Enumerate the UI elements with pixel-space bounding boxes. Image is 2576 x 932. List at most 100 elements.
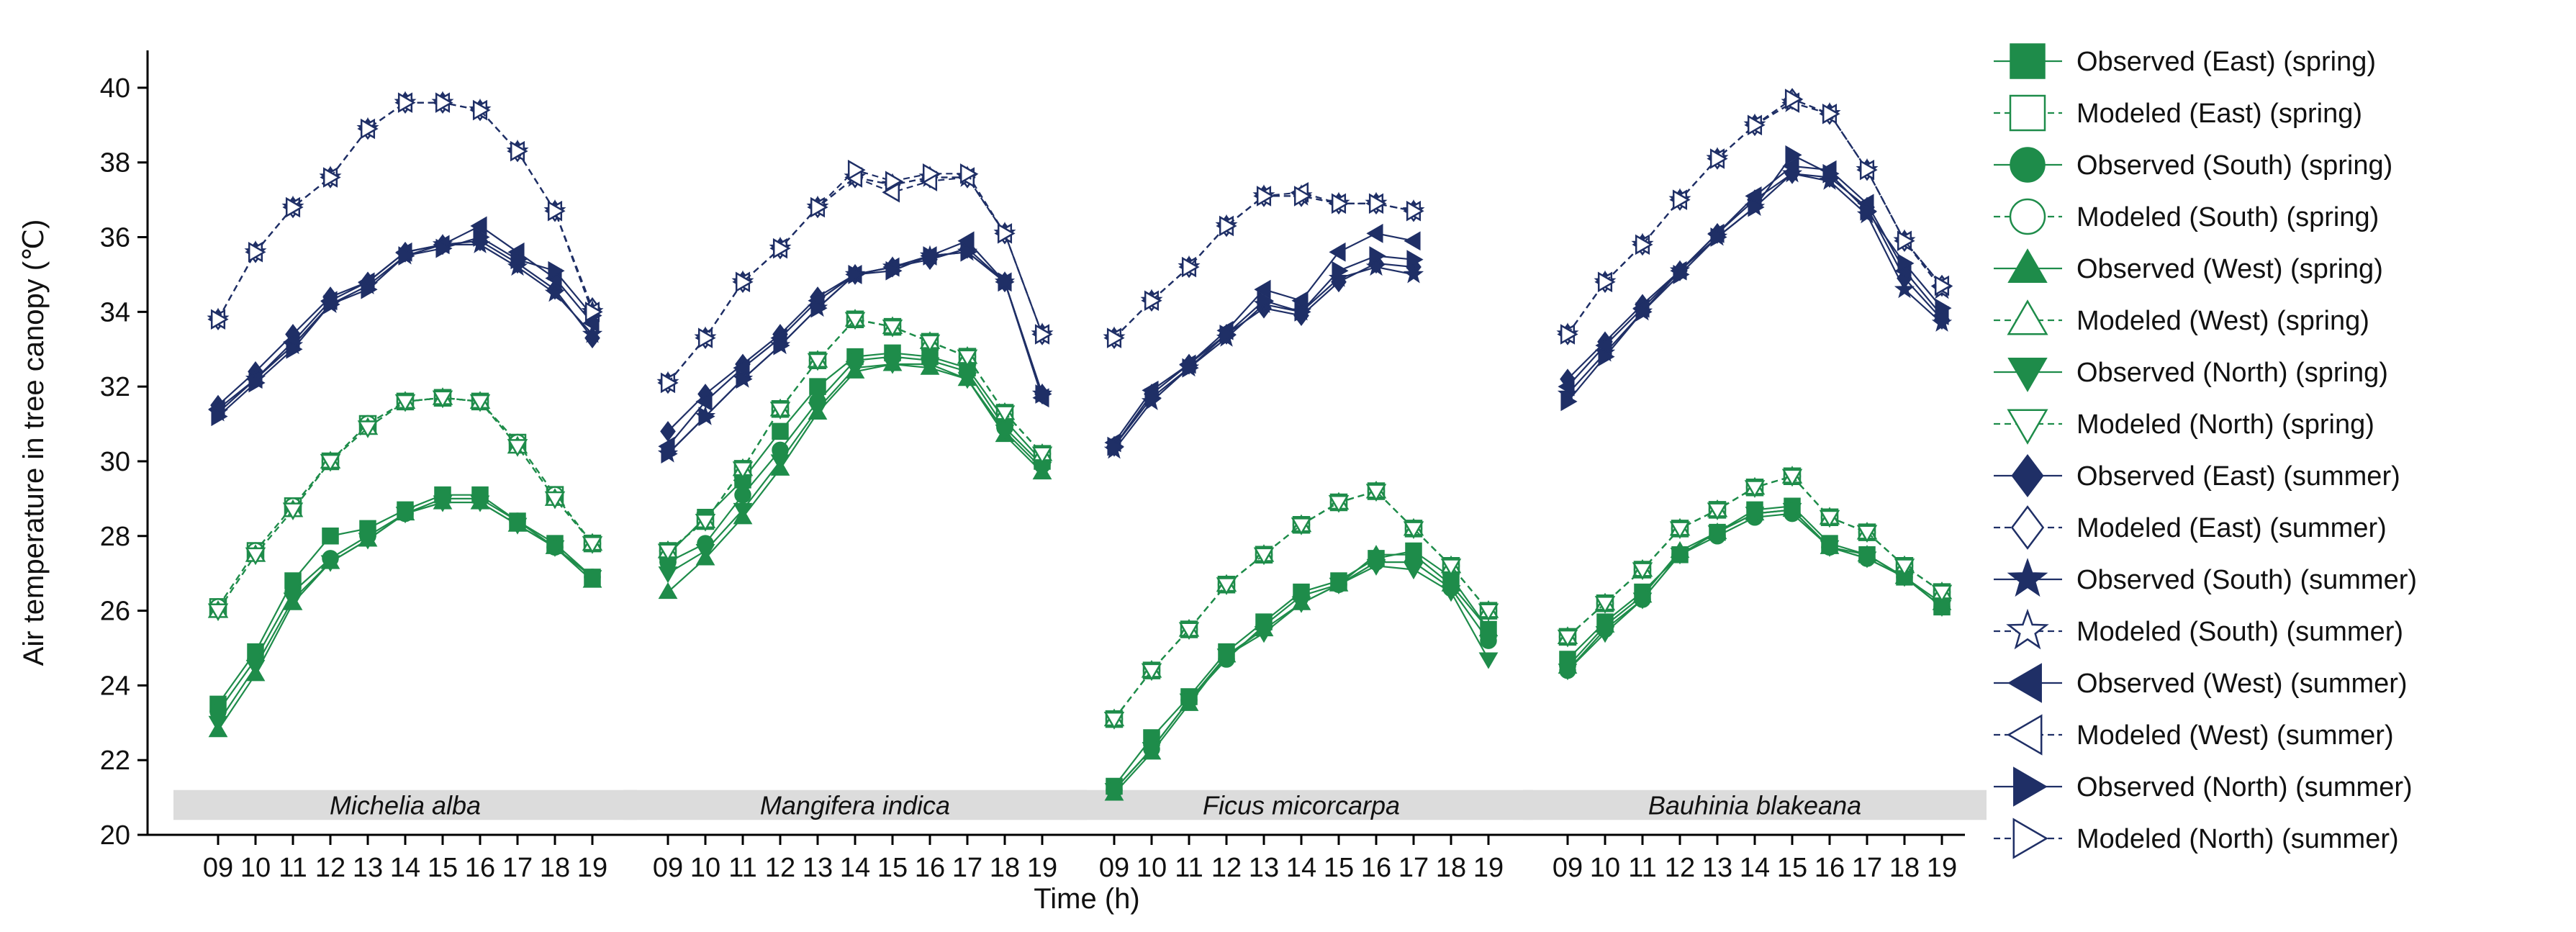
data-point	[1403, 263, 1424, 284]
y-tick-label: 40	[100, 73, 130, 104]
data-point	[1257, 291, 1274, 311]
legend-item: Observed (South) (spring)	[1994, 147, 2392, 183]
data-point	[844, 312, 866, 330]
legend-item: Modeled (South) (summer)	[1994, 608, 2403, 650]
x-tick-label: 19	[1027, 853, 1057, 883]
data-point	[1557, 629, 1578, 648]
data-point	[1035, 384, 1052, 404]
data-point	[1748, 197, 1765, 217]
legend-item: Observed (South) (summer)	[1994, 558, 2417, 597]
data-point	[547, 200, 566, 222]
y-axis-title: Air temperature in tree canopy (℃)	[18, 220, 50, 666]
series-16	[1106, 186, 1424, 348]
data-point	[544, 282, 566, 302]
data-point	[1784, 89, 1803, 109]
legend-label: Modeled (South) (spring)	[2076, 202, 2379, 232]
data-point	[697, 327, 716, 348]
data-point	[1897, 230, 1915, 251]
data-point	[698, 407, 715, 427]
legend-label: Modeled (East) (spring)	[2076, 99, 2362, 129]
data-point	[882, 181, 900, 203]
data-point	[1403, 521, 1424, 539]
legend-label: Modeled (West) (spring)	[2076, 306, 2369, 336]
data-point	[1141, 663, 1162, 682]
data-point	[1216, 648, 1237, 666]
data-point	[510, 250, 528, 270]
data-point	[882, 357, 903, 374]
data-point	[960, 242, 977, 262]
x-tick-label: 19	[1473, 853, 1504, 883]
data-point	[1103, 712, 1125, 730]
data-point	[998, 272, 1015, 292]
series-3	[209, 490, 601, 720]
x-tick-label: 11	[728, 853, 756, 883]
data-point	[548, 261, 565, 281]
data-point	[769, 402, 791, 420]
species-label: Michelia alba	[330, 790, 481, 820]
legend-marker	[2010, 505, 2045, 550]
series-line	[217, 101, 594, 320]
data-point	[1104, 783, 1124, 800]
data-point	[920, 357, 940, 374]
data-point	[1366, 223, 1383, 243]
data-point	[1366, 558, 1386, 576]
legend-label: Modeled (South) (summer)	[2076, 617, 2403, 647]
x-tick-label: 18	[540, 853, 570, 883]
data-point	[582, 536, 603, 554]
data-point	[845, 361, 865, 378]
data-point	[1935, 298, 1952, 318]
series-15	[1560, 145, 1952, 412]
legend-label: Modeled (West) (summer)	[2076, 720, 2394, 751]
series-10	[209, 91, 601, 330]
legend-marker	[2007, 409, 2048, 445]
x-tick-label: 19	[577, 853, 607, 883]
series-line	[217, 243, 593, 414]
data-point	[1254, 279, 1271, 299]
data-point	[1406, 200, 1424, 222]
data-point	[435, 92, 453, 113]
data-point	[398, 246, 415, 266]
series-5	[658, 354, 1052, 600]
data-point	[473, 227, 490, 247]
data-point	[1329, 577, 1349, 594]
data-point	[658, 582, 678, 600]
data-point	[1182, 358, 1199, 378]
data-point	[1293, 186, 1312, 207]
series-7	[208, 495, 602, 733]
data-point	[1478, 652, 1499, 669]
x-tick-label: 12	[765, 853, 795, 883]
data-point	[735, 271, 754, 293]
legend-marker	[2009, 198, 2046, 235]
data-point	[1478, 603, 1499, 622]
data-point	[1404, 545, 1424, 562]
data-point	[1291, 596, 1311, 613]
data-point	[885, 171, 903, 191]
series-7	[1104, 558, 1499, 800]
data-point	[1635, 234, 1653, 255]
legend-label: Observed (North) (summer)	[2076, 772, 2413, 802]
series-line	[217, 497, 593, 712]
data-point	[1254, 626, 1274, 643]
series-15	[1107, 246, 1424, 456]
data-point	[1595, 335, 1612, 356]
series-line	[1567, 475, 1943, 638]
data-point	[544, 491, 566, 510]
data-point	[1782, 156, 1799, 176]
legend-label: Observed (West) (spring)	[2076, 254, 2383, 284]
legend-item: Observed (West) (spring)	[1994, 248, 2383, 284]
series-line	[217, 501, 593, 723]
legend-marker	[2007, 558, 2048, 597]
data-point	[1670, 548, 1690, 565]
data-point	[809, 378, 826, 395]
data-point	[507, 517, 528, 535]
data-point	[322, 528, 339, 545]
data-point	[695, 543, 715, 561]
x-tick-label: 09	[653, 853, 683, 883]
y-tick-label: 30	[100, 447, 130, 477]
legend-item: Modeled (East) (summer)	[1994, 505, 2387, 550]
species-label: Bauhinia blakeana	[1648, 790, 1861, 820]
data-point	[1179, 693, 1199, 710]
x-tick-label: 12	[1211, 853, 1242, 883]
legend-marker	[2011, 453, 2044, 498]
